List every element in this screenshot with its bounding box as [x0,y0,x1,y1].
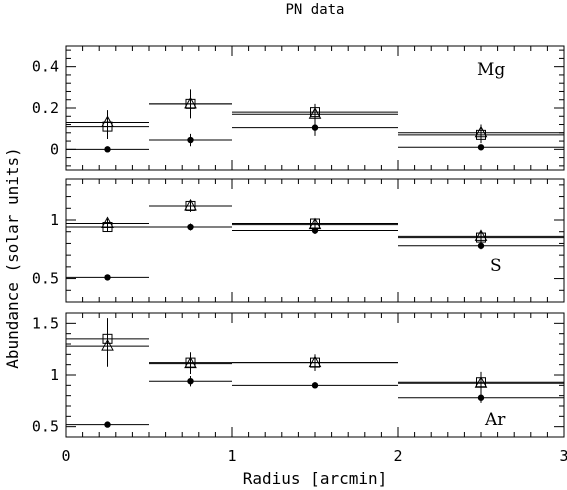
series-circle [66,119,564,153]
data-point-square [102,333,113,344]
data-point-circle [311,124,319,131]
series-square [66,318,564,393]
panel-mg: 0 0.2 0.4 Mg [32,45,565,171]
y-tick-label: 0 [50,140,59,158]
y-tick-label: 0.5 [32,270,59,288]
data-point-circle [104,274,111,281]
series-square [66,200,564,243]
data-point-square [102,222,113,233]
series-circle [66,376,564,428]
y-tick-label: 0.2 [32,99,59,117]
data-point-square [185,98,196,109]
x-axis-label: Radius [arcmin] [243,469,388,488]
panel-ar: 0.5 1 1.5 Ar 0 1 2 3 [32,312,567,465]
x-tick-label: 1 [227,447,236,465]
data-point-square [310,357,320,368]
data-point-circle [187,223,194,231]
series-square [66,89,564,144]
y-tick-label: 1 [50,366,59,384]
data-point-square [476,377,486,388]
x-tick-label: 3 [559,447,567,465]
x-tick-label: 2 [393,447,402,465]
y-axis-label: Abundance (solar units) [3,147,22,369]
data-point-square [476,232,486,243]
data-point-circle [477,242,485,249]
data-point-circle [477,394,485,401]
data-point-circle [104,146,111,153]
y-tick-label: 0.4 [32,58,59,76]
data-point-circle [104,421,111,428]
data-point-circle [311,227,319,234]
series-circle [66,223,564,281]
data-point-circle [311,382,319,389]
y-tick-label: 1.5 [32,314,59,332]
data-point-square [185,200,196,211]
data-point-square [185,357,196,368]
data-point-circle [477,144,485,151]
y-tick-label: 1 [50,211,59,229]
data-point-square [102,121,113,132]
panel-frame [65,178,565,303]
chart-title: PN data [285,2,344,18]
panel-label: S [490,256,502,276]
data-point-square [310,107,320,118]
panels-group: 0 0.2 0.4 Mg 0.5 1 S 0.5 1 1.5 Ar 0 1 2 3 [32,45,567,465]
data-point-circle [187,136,194,144]
panel-s: 0.5 1 S [32,178,565,303]
x-tick-label: 0 [61,447,70,465]
panel-label: Mg [477,60,505,80]
data-point-square [476,129,486,140]
data-point-circle [187,378,194,385]
y-tick-label: 0.5 [32,418,59,436]
panel-label: Ar [484,410,506,430]
